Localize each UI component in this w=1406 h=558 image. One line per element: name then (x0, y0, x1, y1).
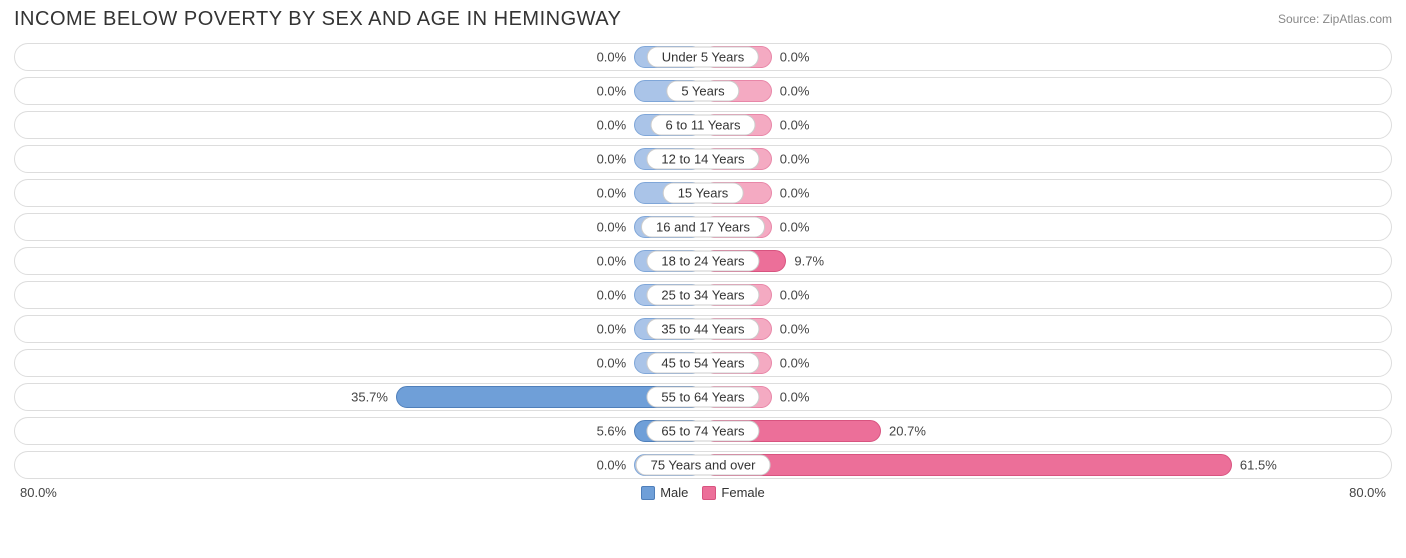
value-label-female: 0.0% (780, 288, 810, 303)
axis-row: 80.0% Male Female 80.0% (14, 485, 1392, 500)
value-label-male: 0.0% (597, 220, 627, 235)
value-label-female: 0.0% (780, 50, 810, 65)
chart-row: 0.0% 0.0% 5 Years (14, 77, 1392, 105)
value-label-female: 20.7% (889, 424, 926, 439)
value-label-female: 0.0% (780, 220, 810, 235)
chart-row: 0.0% 0.0% Under 5 Years (14, 43, 1392, 71)
legend-item-female: Female (702, 485, 764, 500)
axis-left-label: 80.0% (20, 485, 57, 500)
legend-label-female: Female (721, 485, 764, 500)
bar-female (703, 454, 1232, 476)
value-label-male: 0.0% (597, 322, 627, 337)
value-label-male: 0.0% (597, 254, 627, 269)
chart-row: 0.0% 9.7% 18 to 24 Years (14, 247, 1392, 275)
row-category-badge: 16 and 17 Years (641, 217, 765, 238)
chart-header: INCOME BELOW POVERTY BY SEX AND AGE IN H… (14, 8, 1392, 31)
chart-row: 0.0% 0.0% 35 to 44 Years (14, 315, 1392, 343)
value-label-female: 0.0% (780, 186, 810, 201)
row-category-badge: 6 to 11 Years (651, 115, 756, 136)
legend-swatch-male (641, 486, 655, 500)
value-label-male: 0.0% (597, 356, 627, 371)
chart-container: INCOME BELOW POVERTY BY SEX AND AGE IN H… (0, 0, 1406, 558)
row-category-badge: 25 to 34 Years (646, 285, 759, 306)
chart-row: 0.0% 0.0% 15 Years (14, 179, 1392, 207)
value-label-female: 0.0% (780, 84, 810, 99)
chart-row: 0.0% 0.0% 45 to 54 Years (14, 349, 1392, 377)
chart-row: 35.7% 0.0% 55 to 64 Years (14, 383, 1392, 411)
row-category-badge: 18 to 24 Years (646, 251, 759, 272)
axis-right-label: 80.0% (1349, 485, 1386, 500)
chart-row: 0.0% 0.0% 12 to 14 Years (14, 145, 1392, 173)
value-label-male: 0.0% (597, 152, 627, 167)
chart-row: 0.0% 0.0% 16 and 17 Years (14, 213, 1392, 241)
value-label-male: 0.0% (597, 50, 627, 65)
row-category-badge: 15 Years (663, 183, 744, 204)
row-category-badge: 55 to 64 Years (646, 387, 759, 408)
value-label-female: 0.0% (780, 390, 810, 405)
row-category-badge: 75 Years and over (636, 455, 771, 476)
value-label-male: 0.0% (597, 118, 627, 133)
legend-swatch-female (702, 486, 716, 500)
row-category-badge: 35 to 44 Years (646, 319, 759, 340)
chart-title: INCOME BELOW POVERTY BY SEX AND AGE IN H… (14, 8, 621, 31)
value-label-female: 0.0% (780, 118, 810, 133)
value-label-male: 0.0% (597, 458, 627, 473)
value-label-female: 61.5% (1240, 458, 1277, 473)
legend-label-male: Male (660, 485, 688, 500)
chart-area: 0.0%0.0%Under 5 Years0.0%0.0%5 Years0.0%… (14, 43, 1392, 479)
chart-row: 0.0% 61.5% 75 Years and over (14, 451, 1392, 479)
chart-source: Source: ZipAtlas.com (1278, 12, 1392, 26)
value-label-female: 0.0% (780, 152, 810, 167)
value-label-female: 0.0% (780, 322, 810, 337)
value-label-male: 0.0% (597, 84, 627, 99)
legend-item-male: Male (641, 485, 688, 500)
row-category-badge: 45 to 54 Years (646, 353, 759, 374)
value-label-male: 0.0% (597, 288, 627, 303)
value-label-male: 35.7% (351, 390, 388, 405)
row-category-badge: Under 5 Years (647, 47, 759, 68)
chart-row: 0.0% 0.0% 6 to 11 Years (14, 111, 1392, 139)
row-category-badge: 5 Years (666, 81, 739, 102)
chart-row: 5.6% 20.7% 65 to 74 Years (14, 417, 1392, 445)
value-label-male: 0.0% (597, 186, 627, 201)
chart-row: 0.0% 0.0% 25 to 34 Years (14, 281, 1392, 309)
value-label-male: 5.6% (597, 424, 627, 439)
value-label-female: 0.0% (780, 356, 810, 371)
row-category-badge: 12 to 14 Years (646, 149, 759, 170)
legend: Male Female (641, 485, 765, 500)
row-category-badge: 65 to 74 Years (646, 421, 759, 442)
value-label-female: 9.7% (794, 254, 824, 269)
